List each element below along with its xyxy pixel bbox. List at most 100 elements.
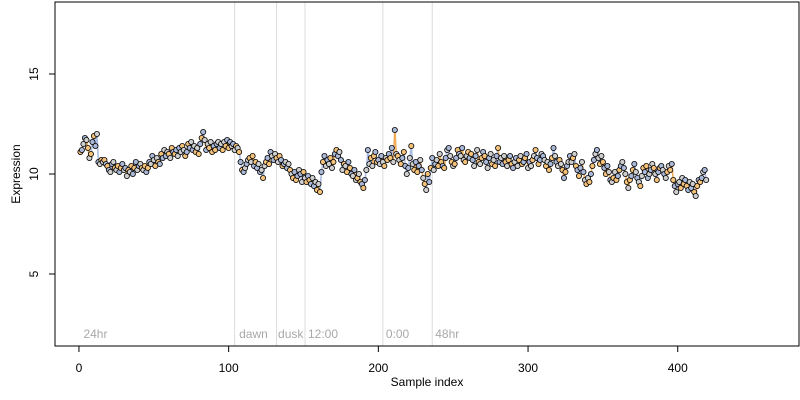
data-point	[469, 156, 476, 163]
trend-segment	[410, 145, 414, 165]
data-point	[92, 142, 99, 149]
data-point	[484, 164, 491, 171]
data-point	[364, 146, 371, 153]
data-point	[415, 162, 422, 169]
x-tick-label: 200	[368, 361, 388, 375]
data-point	[200, 128, 207, 135]
data-point	[667, 166, 674, 173]
data-point	[477, 160, 484, 167]
data-point	[309, 174, 316, 181]
data-point	[532, 146, 539, 153]
data-point	[471, 162, 478, 169]
data-point	[457, 152, 464, 159]
data-point	[321, 152, 328, 159]
data-point	[575, 172, 582, 179]
trend-segment	[319, 171, 323, 193]
data-point	[207, 138, 214, 145]
data-point	[451, 160, 458, 167]
data-point	[406, 154, 413, 161]
data-point	[614, 172, 621, 179]
data-point	[403, 170, 410, 177]
data-point	[258, 166, 265, 173]
data-point	[430, 166, 437, 173]
annotation-label: 48hr	[435, 327, 459, 341]
data-point	[119, 160, 126, 167]
data-point	[183, 148, 190, 155]
data-point	[372, 148, 379, 155]
data-point	[692, 192, 699, 199]
data-point	[483, 158, 490, 165]
data-point	[620, 164, 627, 171]
y-axis-label: Expression	[9, 144, 23, 203]
data-point	[631, 160, 638, 167]
data-point	[201, 136, 208, 143]
data-point	[260, 174, 267, 181]
data-point	[598, 152, 605, 159]
data-point	[571, 150, 578, 157]
data-point	[622, 170, 629, 177]
data-point	[495, 144, 502, 151]
data-point	[492, 162, 499, 169]
data-point	[129, 170, 136, 177]
data-point	[123, 172, 130, 179]
data-point	[78, 146, 85, 153]
data-point	[390, 158, 397, 165]
data-point	[167, 154, 174, 161]
data-point	[266, 160, 273, 167]
x-axis-label: Sample index	[391, 375, 464, 389]
data-point	[144, 164, 151, 171]
data-point	[638, 172, 645, 179]
data-point	[337, 156, 344, 163]
data-point	[405, 164, 412, 171]
data-point	[336, 148, 343, 155]
data-point	[562, 168, 569, 175]
data-point	[589, 162, 596, 169]
data-point	[487, 150, 494, 157]
x-axis: 0 100 200 300 400	[76, 345, 688, 375]
data-point	[93, 130, 100, 137]
data-point	[436, 150, 443, 157]
y-axis: 5 10 15	[27, 67, 55, 277]
data-point	[551, 152, 558, 159]
data-point	[388, 144, 395, 151]
data-points	[77, 127, 710, 199]
data-point	[355, 170, 362, 177]
x-tick-label: 0	[76, 361, 83, 375]
data-point	[462, 158, 469, 165]
y-tick-label: 5	[27, 270, 41, 277]
y-tick-label: 15	[27, 67, 41, 81]
data-point	[89, 138, 96, 145]
annotation-label: 0:00	[386, 327, 410, 341]
data-point	[197, 140, 204, 147]
y-tick-label: 10	[27, 167, 41, 181]
data-point	[557, 160, 564, 167]
data-point	[327, 154, 334, 161]
data-point	[587, 170, 594, 177]
data-point	[628, 172, 635, 179]
data-point	[195, 150, 202, 157]
data-point	[194, 144, 201, 151]
data-point	[400, 148, 407, 155]
data-point	[619, 158, 626, 165]
data-point	[381, 162, 388, 169]
data-point	[604, 162, 611, 169]
data-point	[255, 160, 262, 167]
data-point	[637, 182, 644, 189]
data-point	[650, 164, 657, 171]
data-point	[361, 176, 368, 183]
data-point	[673, 188, 680, 195]
data-point	[219, 146, 226, 153]
data-point	[417, 156, 424, 163]
annotation-label: 24hr	[83, 327, 107, 341]
data-point	[605, 168, 612, 175]
data-point	[560, 174, 567, 181]
data-point	[174, 152, 181, 159]
data-point	[586, 178, 593, 185]
annotation-label: 12:00	[308, 327, 338, 341]
data-point	[328, 164, 335, 171]
data-point	[424, 170, 431, 177]
data-point	[369, 162, 376, 169]
data-point	[547, 160, 554, 167]
data-point	[391, 127, 398, 134]
